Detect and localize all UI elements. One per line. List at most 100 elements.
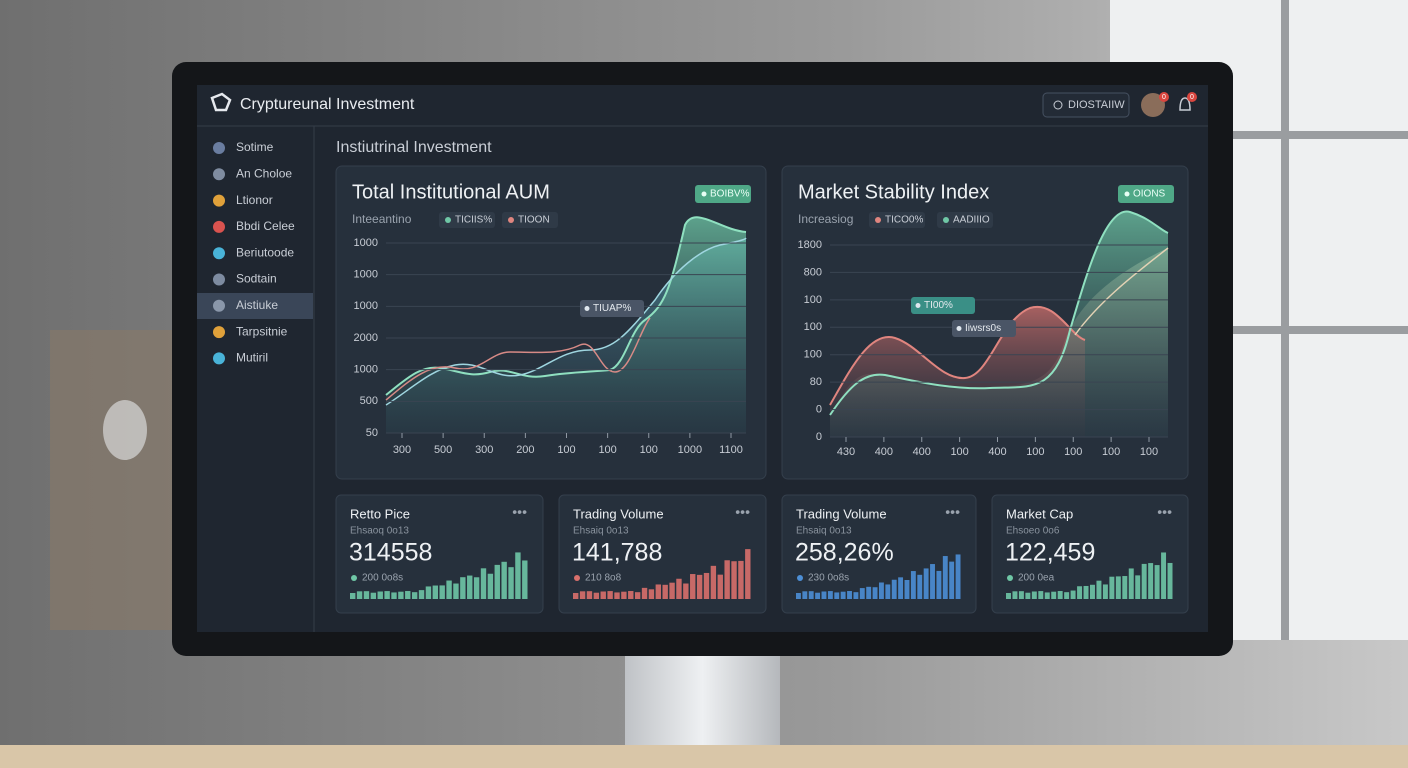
spark-bar	[370, 592, 377, 599]
panel-subtitle: Increasiog	[798, 212, 853, 226]
badge-text: BOIBV%	[710, 189, 750, 200]
legend-pill	[502, 212, 558, 228]
x-tick-label: 100	[1026, 446, 1044, 458]
spark-bar	[1167, 562, 1173, 599]
spark-bar	[480, 568, 487, 599]
sidebar-icon	[213, 352, 225, 365]
spark-bar	[690, 574, 696, 599]
spark-bar	[391, 592, 397, 599]
badge-dot	[701, 191, 707, 197]
spark-bar	[350, 593, 356, 599]
sidebar-item[interactable]: Tarpsitnie	[236, 324, 288, 338]
card-subtitle: Ehsaoq 0o13	[350, 526, 409, 537]
spark-bar	[853, 592, 859, 599]
legend-pill	[869, 212, 925, 228]
spark-bar	[717, 574, 723, 599]
tooltip-dot	[584, 306, 590, 311]
sidebar-item[interactable]: Mutiril	[236, 351, 268, 365]
card-note: 200 0ea	[1018, 573, 1055, 584]
spark-bar	[467, 575, 473, 599]
y-tick-label: 1000	[354, 237, 378, 249]
spark-bar	[949, 561, 955, 599]
y-tick-label: 500	[360, 395, 378, 407]
spark-bar	[621, 591, 627, 599]
tooltip-dot	[956, 326, 962, 331]
spark-bar	[377, 591, 383, 599]
spark-bar	[738, 560, 744, 599]
x-tick-label: 100	[598, 444, 616, 456]
spark-bar	[1161, 552, 1167, 599]
search-box[interactable]	[1042, 92, 1130, 118]
spark-bar	[731, 561, 737, 599]
sidebar-item[interactable]: Sodtain	[236, 272, 277, 286]
sidebar-item[interactable]: Aistiuke	[236, 298, 278, 312]
panel-title: Total Institutional AUM	[352, 181, 550, 203]
spark-bar	[1083, 585, 1089, 599]
spark-bar	[487, 573, 494, 599]
area-decor	[386, 217, 746, 433]
sidebar-item[interactable]: Sotime	[236, 140, 274, 154]
spark-bar	[411, 592, 418, 599]
card-note: 210 8o8	[585, 573, 622, 584]
y-tick-label: 1000	[354, 364, 378, 376]
spark-bar	[655, 584, 661, 599]
x-tick-label: 1100	[719, 444, 743, 456]
search-text: DIOSTAIIW	[1068, 99, 1125, 111]
sidebar-icon	[213, 326, 225, 339]
spark-bar	[1051, 591, 1057, 599]
vase	[103, 400, 147, 460]
spark-bar	[1025, 592, 1031, 599]
area-decor	[830, 211, 1168, 437]
spark-bar	[1115, 576, 1121, 599]
x-tick-label: 100	[1102, 446, 1120, 458]
y-tick-label: 100	[804, 321, 822, 333]
spark-bar	[834, 592, 840, 599]
spark-bar	[1148, 563, 1154, 599]
legend-dot	[875, 217, 881, 223]
card-title: Trading Volume	[573, 506, 664, 521]
bell[interactable]	[1179, 97, 1191, 111]
sidebar-icon	[213, 168, 225, 181]
spark-bar	[446, 580, 452, 599]
spark-bar	[815, 592, 821, 599]
x-tick-label: 430	[837, 446, 855, 458]
desk	[0, 745, 1408, 768]
spark-bar	[808, 591, 814, 599]
y-tick-label: 0	[816, 403, 822, 415]
tooltip-dot	[915, 303, 921, 308]
spark-bar	[802, 591, 808, 599]
spark-bar	[607, 591, 613, 599]
spark-bar	[398, 591, 404, 599]
x-tick-label: 100	[557, 444, 575, 456]
spark-bar	[710, 565, 717, 599]
spark-bar	[1122, 576, 1128, 599]
spark-bar	[1012, 591, 1018, 599]
spark-bar	[821, 591, 827, 599]
spark-bar	[955, 554, 961, 599]
monitor-stand	[625, 652, 780, 752]
spark-bar	[1077, 586, 1083, 599]
sidebar-item[interactable]: An Choloe	[236, 166, 292, 180]
card-note: 230 0o8s	[808, 573, 849, 584]
avatar[interactable]	[1141, 93, 1165, 117]
logo	[210, 92, 232, 112]
spark-bar	[879, 582, 884, 599]
sidebar-item[interactable]: Ltionor	[236, 193, 273, 207]
sidebar-item[interactable]: Beriutoode	[236, 245, 294, 259]
badge-count: 0	[1190, 94, 1194, 101]
spark-bar	[662, 584, 668, 599]
spark-bar	[917, 574, 923, 599]
spark-bar	[898, 577, 904, 599]
badge	[695, 185, 751, 203]
card-subtitle: Ehsaiq 0o13	[573, 526, 629, 537]
sidebar-item[interactable]: Bbdi Celee	[236, 219, 295, 233]
badge-text: OIONS	[1133, 189, 1166, 200]
search-icon	[1053, 100, 1063, 110]
spark-bar	[453, 583, 459, 599]
spark-bar	[840, 591, 846, 599]
spark-bar	[522, 560, 528, 599]
x-tick-label: 400	[988, 446, 1006, 458]
x-tick-label: 100	[1140, 446, 1158, 458]
curve-decor	[829, 305, 1086, 406]
card-note: 200 0o8s	[362, 573, 403, 584]
